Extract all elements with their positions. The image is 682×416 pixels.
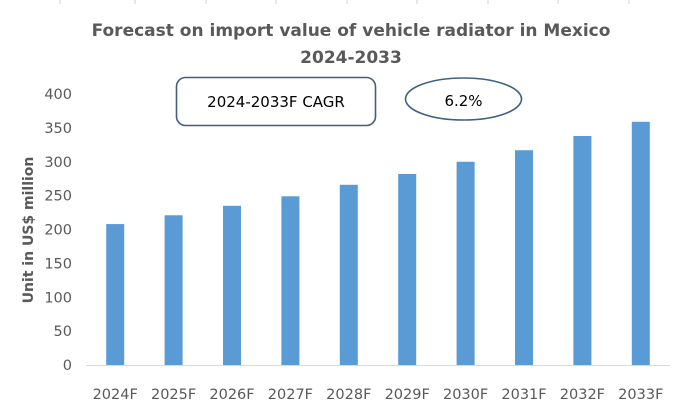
bar-2025F xyxy=(164,215,183,365)
bar-2027F xyxy=(281,196,300,365)
bar-2026F xyxy=(223,205,241,365)
x-axis-ticks: 2024F 2025F 2026F 2027F 2028F 2029F 2030F 2031F… xyxy=(93,387,664,403)
cagr-label-box xyxy=(175,76,377,127)
y-tick-label: 150 xyxy=(44,256,72,272)
x-tick-label: 2033F xyxy=(618,387,663,403)
bars xyxy=(106,121,650,365)
cagr-value: 6.2% xyxy=(444,92,482,110)
chart-title-line-1: Forecast on import value of vehicle radi… xyxy=(92,21,611,41)
chart-title-line-2: 2024-2033 xyxy=(300,48,402,68)
x-tick-label: 2032F xyxy=(560,387,605,403)
y-tick-label: 350 xyxy=(44,121,72,137)
bar-2031F xyxy=(515,150,533,365)
x-tick-label: 2024F xyxy=(93,387,138,403)
y-tick-label: 50 xyxy=(54,324,72,340)
y-axis-label: Unit in US$ million xyxy=(21,157,37,304)
y-tick-label: 300 xyxy=(44,155,72,171)
cagr-label: 2024-2033F CAGR xyxy=(207,93,345,111)
y-tick-label: 100 xyxy=(44,290,72,306)
x-tick-label: 2025F xyxy=(151,387,196,403)
y-tick-label: 250 xyxy=(44,189,72,205)
x-tick-label: 2030F xyxy=(443,387,488,403)
bar-2029F xyxy=(398,173,417,365)
x-tick-label: 2027F xyxy=(268,387,313,403)
y-tick-label: 0 xyxy=(63,358,72,374)
bar-2028F xyxy=(339,184,358,365)
x-tick-label: 2031F xyxy=(501,387,546,403)
x-tick-label: 2026F xyxy=(209,387,254,403)
bar-2024F xyxy=(106,224,125,365)
bar-2033F xyxy=(631,121,650,365)
cagr-value-ellipse xyxy=(404,77,523,121)
y-tick-label: 400 xyxy=(44,87,72,103)
bar-2030F xyxy=(456,161,475,365)
top-edge-ticks xyxy=(59,0,630,4)
y-axis-ticks: 0 50 100 150 200 250 300 350 400 xyxy=(44,87,72,374)
y-tick-label: 200 xyxy=(44,223,72,239)
x-tick-label: 2029F xyxy=(385,387,430,403)
x-tick-label: 2028F xyxy=(326,387,371,403)
bar-2032F xyxy=(573,136,592,365)
